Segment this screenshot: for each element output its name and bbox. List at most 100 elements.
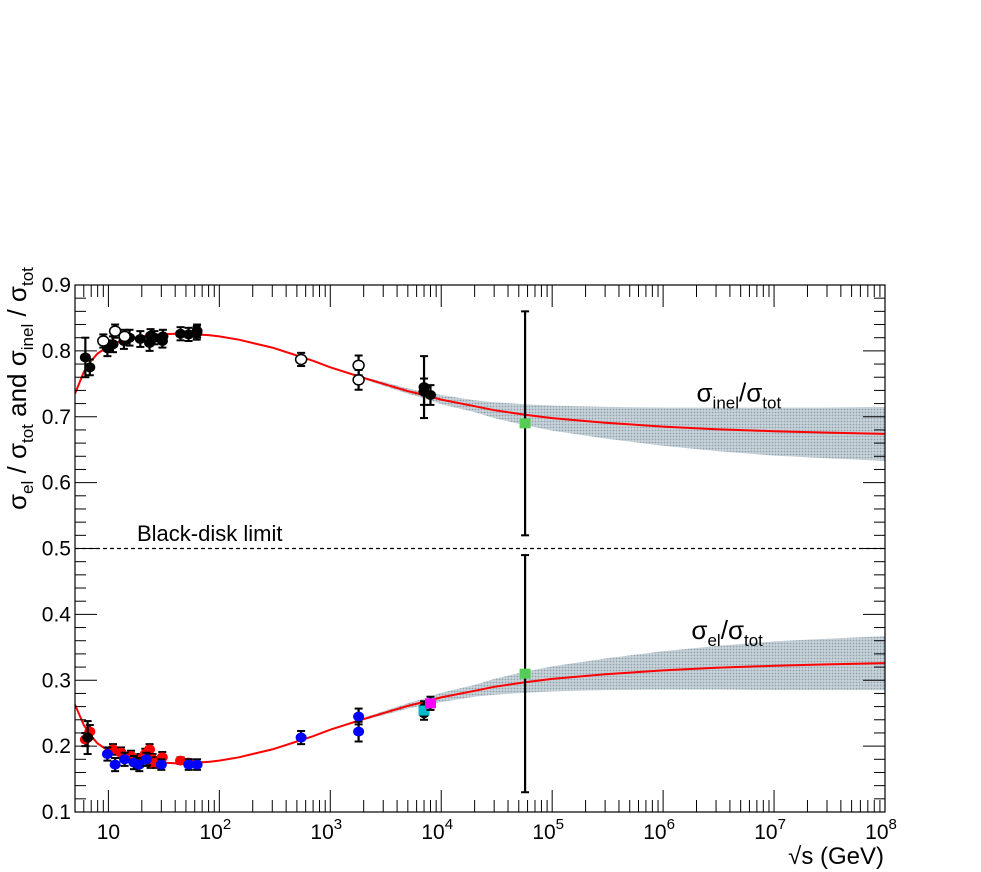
y-tick-label: 0.4 xyxy=(42,603,72,626)
marker-circle xyxy=(175,328,187,339)
y-tick-label: 0.7 xyxy=(42,406,71,429)
el_auger-point xyxy=(519,554,531,794)
inel_open-point xyxy=(118,328,131,344)
marker-open-circle xyxy=(108,325,122,337)
marker-circle xyxy=(109,759,121,770)
marker-square xyxy=(418,705,430,716)
inel_pp_filled-point xyxy=(84,358,96,377)
marker-open-circle xyxy=(352,359,365,372)
marker-square xyxy=(519,668,531,679)
inel_fit-band xyxy=(75,333,885,461)
annotation-symbol: σ xyxy=(728,615,744,645)
x-tick-label: 103 xyxy=(310,816,342,844)
marker-square xyxy=(424,698,436,709)
marker-circle xyxy=(119,754,131,765)
y-title-sub-tot-1: tot xyxy=(18,424,37,443)
marker-circle xyxy=(191,759,203,770)
x-tick-exponent: 2 xyxy=(223,816,231,833)
inel_pp_filled-point xyxy=(107,335,119,354)
el_pp-point xyxy=(175,755,187,766)
el_ppbar-point xyxy=(101,746,113,762)
black-disk-limit-label: Black-disk limit xyxy=(137,521,282,546)
y-tick-label: 0.3 xyxy=(42,669,71,692)
marker-circle xyxy=(295,732,307,743)
inel_pp_filled-point xyxy=(424,384,436,406)
y-title-sigma-el: σ xyxy=(2,494,32,510)
marker-square xyxy=(519,418,531,429)
data-points xyxy=(79,310,531,794)
annotation-el: σel/σtot xyxy=(691,615,763,650)
annotation-symbol: σ xyxy=(746,378,762,408)
sqrt-s-symbol: √s xyxy=(788,843,813,870)
y-title-slash-2: / xyxy=(2,302,32,324)
el_ppbar-point xyxy=(128,755,140,771)
annotation-symbol: σ xyxy=(697,378,713,408)
el_ppbar-point xyxy=(295,729,307,746)
x-tick-label: 107 xyxy=(754,816,786,844)
y-tick-label: 0.9 xyxy=(42,274,71,297)
annotation-subscript: inel xyxy=(713,394,739,413)
marker-open-circle xyxy=(294,353,308,366)
annotation-subscript: el xyxy=(707,631,720,650)
inel_pp_filled-point xyxy=(134,330,146,348)
inel_open-point xyxy=(352,368,365,391)
inel_open-point xyxy=(294,351,308,368)
marker-open-circle xyxy=(118,330,131,343)
inel_pp_filled-point xyxy=(418,377,430,406)
x-tick-base: 10 xyxy=(421,821,444,844)
inel_auger-point xyxy=(519,310,531,537)
plot-area: 10 102 103 104 105 106 107 108 0.10.20.30.40.50… xyxy=(42,274,897,844)
marker-open-circle xyxy=(352,374,365,386)
x-tick-exponent: 6 xyxy=(667,816,675,833)
marker-open-circle xyxy=(97,335,110,347)
x-axis-unit: (GeV) xyxy=(813,843,884,870)
marker-circle xyxy=(353,726,365,737)
y-title-sub-tot-2: tot xyxy=(18,267,37,286)
marker-circle xyxy=(353,711,365,722)
x-tick-base: 10 xyxy=(865,821,888,844)
el_ppbar-point xyxy=(353,707,365,726)
annotation-subscript: tot xyxy=(744,631,763,650)
y-axis-title: σel / σtot and σinel / σtot xyxy=(2,267,37,510)
marker-circle xyxy=(82,732,94,743)
annotation-symbol: / xyxy=(739,378,747,408)
x-tick-exponent: 7 xyxy=(778,816,786,833)
inel_pp_filled-point xyxy=(191,323,203,339)
inel_open-point xyxy=(108,323,122,339)
y-title-and: and xyxy=(2,366,32,424)
el_ppbar-point xyxy=(183,758,195,771)
el_ppbar-point xyxy=(119,751,131,767)
y-tick-label: 0.5 xyxy=(42,538,71,561)
el_ppbar-point xyxy=(155,758,167,771)
inel_open-point xyxy=(97,333,110,349)
y-title-slash-1: / xyxy=(2,459,32,481)
inel_pp_filled-point xyxy=(148,330,160,346)
x-tick-base: 10 xyxy=(532,821,555,844)
annotation-symbol: / xyxy=(721,615,729,645)
y-tick-label: 0.1 xyxy=(42,801,71,824)
x-tick-exponent: 5 xyxy=(556,816,564,833)
x-tick-base: 10 xyxy=(754,821,777,844)
x-tick-label: 102 xyxy=(199,816,231,844)
y-tick-label: 0.8 xyxy=(42,340,71,363)
x-tick-exponent: 8 xyxy=(889,816,897,833)
y-tick-label: 0.6 xyxy=(42,472,71,495)
marker-circle xyxy=(183,329,195,340)
marker-circle xyxy=(107,339,119,350)
marker-circle xyxy=(84,362,96,373)
y-tick-label: 0.2 xyxy=(42,735,71,758)
el_ppbar-point xyxy=(109,756,121,773)
marker-circle xyxy=(155,759,167,770)
y-title-sigma-inel: σ xyxy=(2,350,32,366)
x-tick-base: 10 xyxy=(97,821,120,844)
marker-circle xyxy=(140,754,152,765)
annotation-inel: σinel/σtot xyxy=(697,378,782,413)
marker-circle xyxy=(424,390,436,401)
x-tick-base: 10 xyxy=(310,821,333,844)
el_ppbar-point xyxy=(191,758,203,771)
inel_pp_filled-point xyxy=(157,328,169,344)
el_black-point xyxy=(82,720,94,756)
inel_pp_filled-point xyxy=(175,326,187,342)
